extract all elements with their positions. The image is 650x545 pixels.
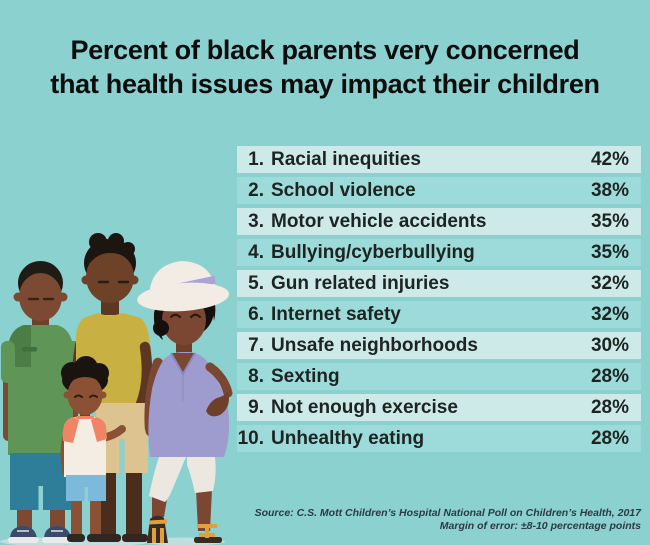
concern-label: Racial inequities	[271, 148, 421, 170]
concern-label: Internet safety	[271, 303, 401, 325]
percent-value: 28%	[590, 365, 629, 387]
list-row: 6. Internet safety 32%	[237, 301, 641, 328]
percent-value: 42%	[590, 148, 629, 170]
rank-number: 4.	[248, 241, 264, 263]
source-line: Source: C.S. Mott Children’s Hospital Na…	[254, 507, 641, 519]
percent-value: 28%	[590, 427, 629, 449]
rank-number: 3.	[248, 210, 264, 232]
concern-label: Unsafe neighborhoods	[271, 334, 478, 356]
margin-of-error-line: Margin of error: ±8-10 percentage points	[439, 520, 641, 532]
concern-label: Motor vehicle accidents	[271, 210, 487, 232]
list-row: 10. Unhealthy eating 28%	[237, 425, 641, 452]
list-row: 1. Racial inequities 42%	[237, 146, 641, 173]
list-row: 9. Not enough exercise 28%	[237, 394, 641, 421]
rank-number: 6.	[248, 303, 264, 325]
percent-value: 28%	[590, 396, 629, 418]
list-row: 8. Sexting 28%	[237, 363, 641, 390]
rank-number: 2.	[248, 179, 264, 201]
rank-number: 8.	[248, 365, 264, 387]
title-line-2: that health issues may impact their chil…	[50, 69, 600, 99]
percent-value: 32%	[590, 303, 629, 325]
concern-label: Sexting	[271, 365, 340, 387]
man-green-shirt	[1, 261, 80, 543]
percent-value: 30%	[590, 334, 629, 356]
percent-value: 35%	[590, 241, 629, 263]
percent-value: 32%	[590, 272, 629, 294]
title-line-1: Percent of black parents very concerned	[70, 35, 580, 65]
list-row: 4. Bullying/cyberbullying 35%	[237, 239, 641, 266]
rank-number: 9.	[248, 396, 264, 418]
rank-number: 5.	[248, 272, 264, 294]
concern-label: Bullying/cyberbullying	[271, 241, 475, 263]
concern-label: Not enough exercise	[271, 396, 458, 418]
list-row: 2. School violence 38%	[237, 177, 641, 204]
ranked-concern-list: 1. Racial inequities 42% 2. School violence 3…	[237, 146, 641, 456]
page-title: Percent of black parents very concerned …	[0, 33, 650, 101]
percent-value: 38%	[590, 179, 629, 201]
rank-number: 7.	[248, 334, 264, 356]
concern-label: Gun related injuries	[271, 272, 450, 294]
list-row: 7. Unsafe neighborhoods 30%	[237, 332, 641, 359]
list-row: 5. Gun related injuries 32%	[237, 270, 641, 297]
family-illustration	[0, 233, 233, 545]
source-note: Source: C.S. Mott Children’s Hospital Na…	[255, 507, 641, 533]
concern-label: Unhealthy eating	[271, 427, 425, 449]
concern-label: School violence	[271, 179, 416, 201]
list-row: 3. Motor vehicle accidents 35%	[237, 208, 641, 235]
rank-number: 1.	[248, 148, 264, 170]
rank-number: 10.	[237, 427, 264, 449]
percent-value: 35%	[590, 210, 629, 232]
pregnant-woman	[137, 261, 233, 543]
boy	[60, 356, 126, 542]
